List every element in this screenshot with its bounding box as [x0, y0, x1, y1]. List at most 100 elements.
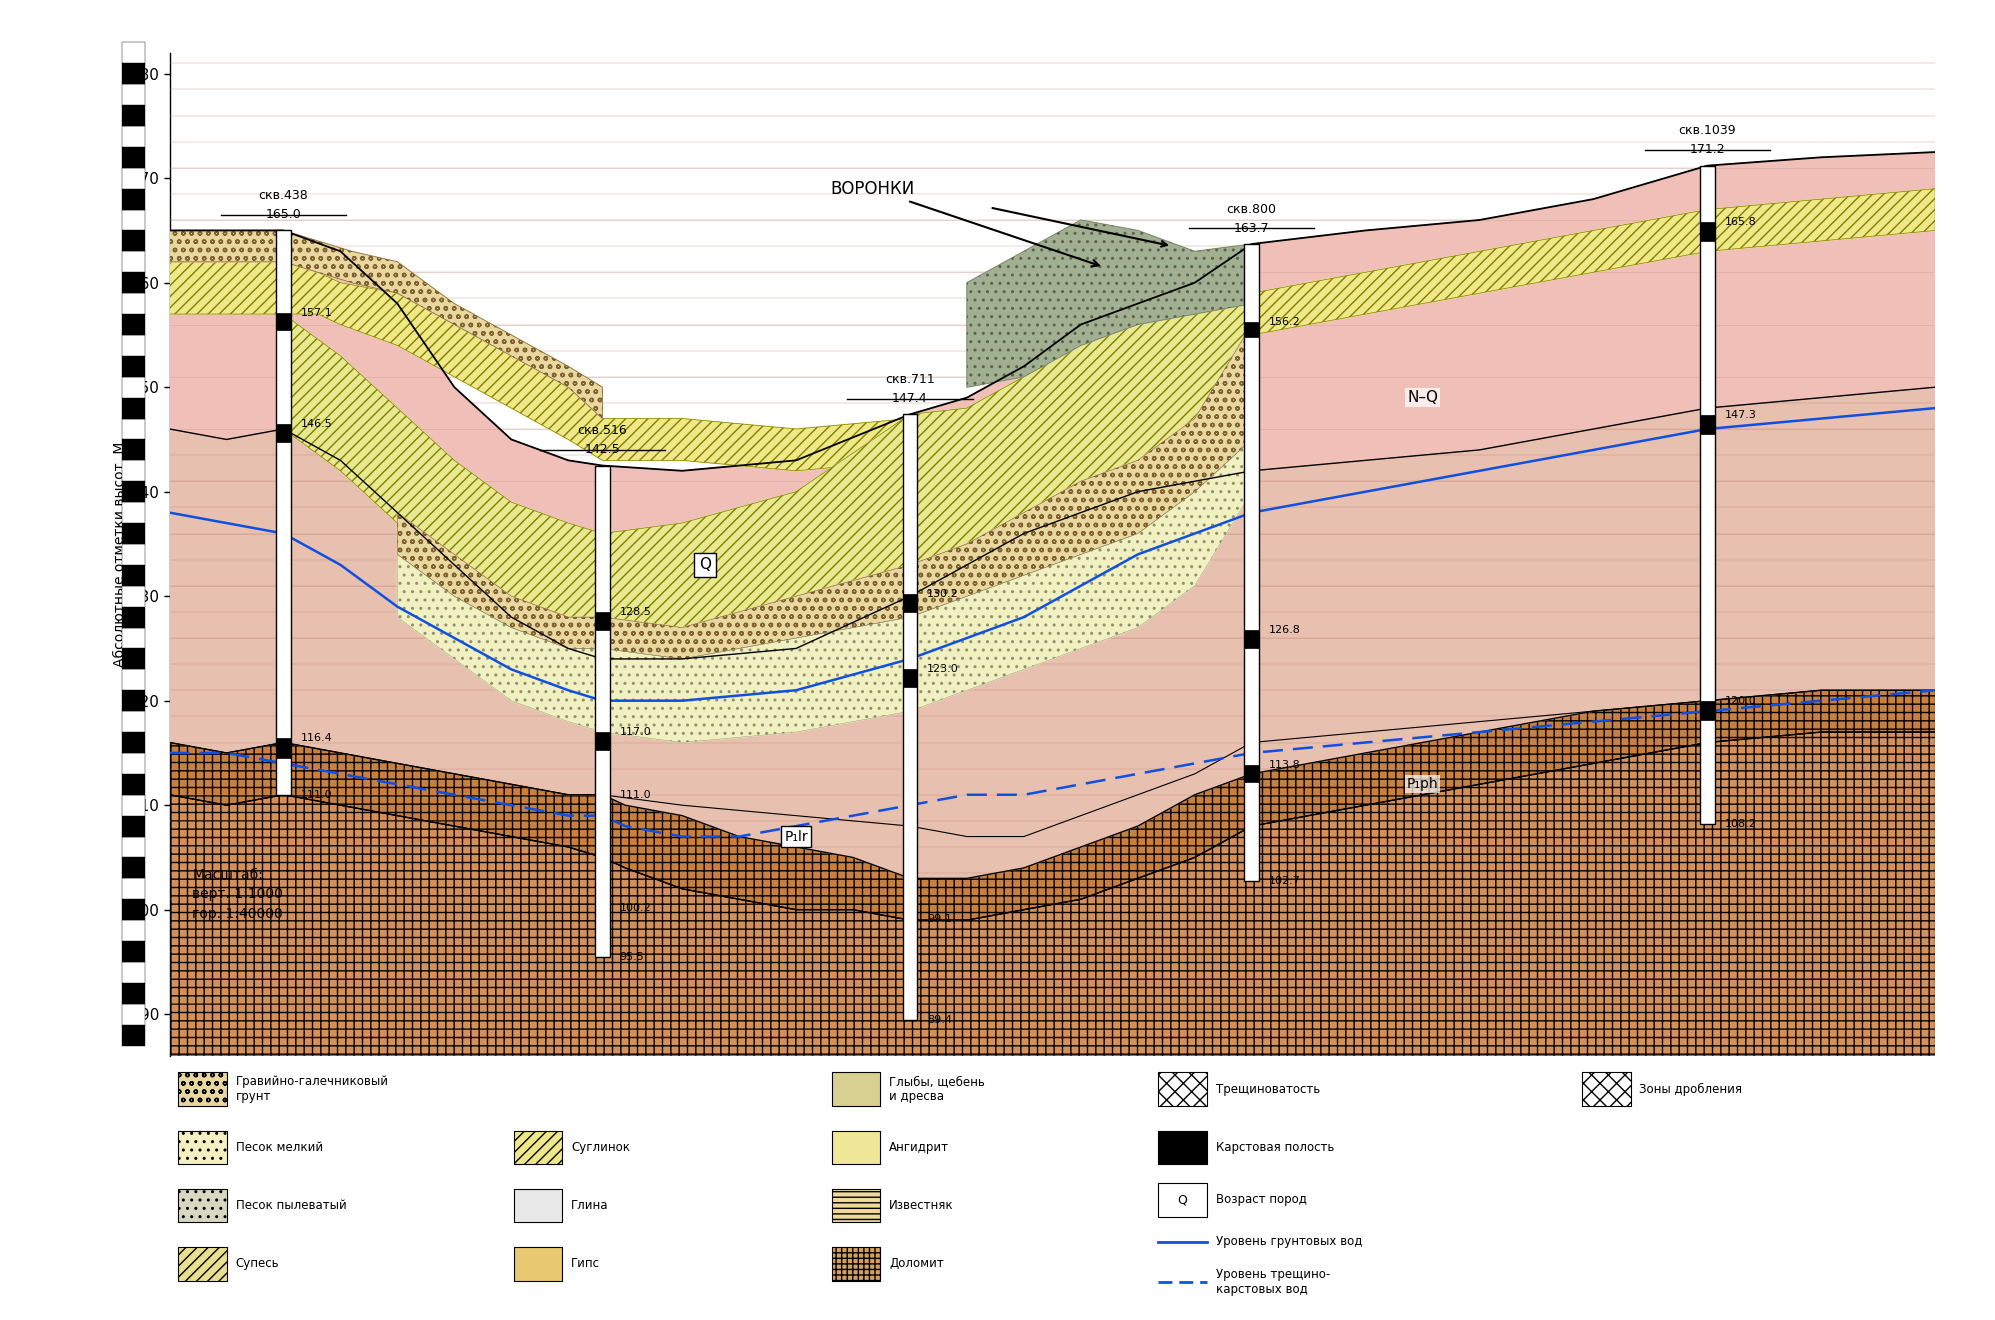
Bar — [275, 738, 291, 758]
Text: 102.7: 102.7 — [1269, 876, 1301, 887]
Bar — [122, 899, 144, 920]
Text: Глыбы, щебень
и дресва: Глыбы, щебень и дресва — [890, 1076, 986, 1104]
Text: скв.1039: скв.1039 — [1678, 124, 1736, 137]
Text: Возраст пород: Возраст пород — [1215, 1193, 1307, 1206]
Text: Доломит: Доломит — [890, 1257, 944, 1270]
Bar — [595, 612, 610, 630]
Bar — [832, 1189, 880, 1222]
Text: 116.4: 116.4 — [301, 734, 333, 743]
Text: P₁lr: P₁lr — [784, 829, 808, 843]
Bar — [1159, 1183, 1207, 1217]
Bar — [122, 482, 144, 502]
Text: Трещиноватость: Трещиноватость — [1215, 1082, 1321, 1096]
Text: скв.438: скв.438 — [259, 189, 309, 202]
Bar — [122, 878, 144, 899]
Text: 113.8: 113.8 — [1269, 760, 1301, 771]
Text: Зоны дробления: Зоны дробления — [1640, 1082, 1742, 1096]
Text: Песок мелкий: Песок мелкий — [235, 1140, 323, 1154]
Bar — [122, 565, 144, 586]
Bar — [515, 1189, 563, 1222]
Bar — [122, 627, 144, 648]
Bar — [122, 418, 144, 440]
Bar — [832, 1247, 880, 1280]
Text: Песок пылеватый: Песок пылеватый — [235, 1199, 347, 1212]
Bar — [1245, 630, 1259, 648]
Polygon shape — [397, 325, 1251, 659]
Bar — [122, 920, 144, 941]
Text: 146.5: 146.5 — [301, 418, 333, 429]
Bar — [832, 1131, 880, 1164]
Bar — [122, 941, 144, 962]
Bar — [122, 397, 144, 418]
Text: Уровень трещино-
карстовых вод: Уровень трещино- карстовых вод — [1215, 1269, 1331, 1296]
Bar — [122, 502, 144, 523]
Bar — [178, 1189, 227, 1222]
Text: 95.5: 95.5 — [620, 952, 644, 962]
Bar — [122, 189, 144, 210]
Bar — [122, 837, 144, 858]
Bar — [122, 84, 144, 106]
Polygon shape — [170, 387, 1935, 878]
Bar — [832, 1131, 880, 1164]
Bar — [122, 607, 144, 627]
Bar — [275, 231, 291, 795]
Bar — [178, 1131, 227, 1164]
Bar — [122, 586, 144, 607]
Text: 147.3: 147.3 — [1724, 411, 1756, 420]
Text: 165.0: 165.0 — [265, 209, 301, 220]
Bar — [515, 1131, 563, 1164]
Bar — [122, 733, 144, 752]
Bar — [1700, 166, 1716, 824]
Bar — [1582, 1072, 1630, 1106]
Polygon shape — [170, 231, 602, 418]
Text: 89.4: 89.4 — [928, 1015, 952, 1026]
Bar — [275, 424, 291, 441]
Bar — [122, 544, 144, 565]
Polygon shape — [170, 152, 1935, 659]
Bar — [1159, 1072, 1207, 1106]
Bar — [122, 125, 144, 147]
Polygon shape — [170, 733, 1935, 1056]
Bar — [122, 376, 144, 397]
Bar — [1700, 416, 1716, 434]
Text: Q: Q — [1177, 1193, 1187, 1206]
Bar — [122, 210, 144, 231]
Bar — [122, 106, 144, 125]
Text: 111.0: 111.0 — [620, 789, 650, 800]
Polygon shape — [968, 220, 1251, 387]
Polygon shape — [170, 690, 1935, 920]
Bar — [595, 733, 610, 750]
Bar — [122, 523, 144, 544]
Bar — [122, 962, 144, 983]
Text: 99.1: 99.1 — [928, 915, 952, 924]
Text: 123.0: 123.0 — [928, 664, 960, 675]
Bar — [1245, 244, 1259, 882]
Bar — [1245, 766, 1259, 783]
Bar — [832, 1072, 880, 1106]
Text: 117.0: 117.0 — [620, 727, 650, 737]
Bar — [122, 669, 144, 690]
Bar — [122, 1003, 144, 1024]
Bar — [1700, 701, 1716, 719]
Bar — [178, 1131, 227, 1164]
Bar — [178, 1072, 227, 1106]
Text: 100.2: 100.2 — [620, 903, 650, 912]
Bar — [122, 314, 144, 335]
Text: 171.2: 171.2 — [1690, 144, 1726, 156]
Text: Карстовая полость: Карстовая полость — [1215, 1140, 1335, 1154]
Bar — [178, 1189, 227, 1222]
Bar — [122, 752, 144, 774]
Bar — [122, 711, 144, 733]
Bar — [122, 774, 144, 795]
Bar — [1159, 1072, 1207, 1106]
Bar — [178, 1247, 227, 1280]
Text: 165.8: 165.8 — [1724, 216, 1756, 227]
Bar — [122, 272, 144, 293]
Bar — [122, 356, 144, 376]
Text: Гравийно-галечниковый
грунт: Гравийно-галечниковый грунт — [235, 1076, 389, 1104]
Bar — [122, 461, 144, 482]
Bar — [832, 1072, 880, 1106]
Bar — [122, 690, 144, 711]
Bar — [1245, 322, 1259, 337]
Text: скв.800: скв.800 — [1227, 203, 1277, 216]
